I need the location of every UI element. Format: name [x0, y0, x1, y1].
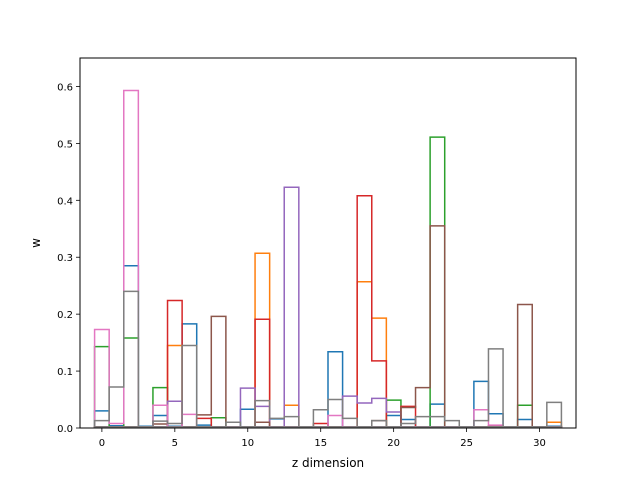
x-tick-label: 25 [460, 438, 473, 449]
y-tick-label: 0.4 [57, 196, 73, 207]
x-tick-layer: 0 5 10 15 20 25 30 [99, 428, 546, 449]
series-0-step-line [93, 265, 563, 428]
x-axis-label: z dimension [292, 456, 364, 470]
x-tick-label: 5 [172, 438, 178, 449]
series-layer [93, 89, 563, 428]
y-tick-label: 0.1 [57, 367, 73, 378]
y-tick-label: 0.6 [57, 82, 73, 93]
y-tick-label: 0.0 [57, 424, 73, 435]
y-tick-label: 0.5 [57, 139, 73, 150]
x-tick-label: 15 [314, 438, 327, 449]
axes-frame [79, 57, 577, 429]
x-tick-label: 0 [99, 438, 105, 449]
x-tick-label: 30 [533, 438, 546, 449]
series-7-step-line [93, 290, 563, 428]
x-tick-label: 20 [387, 438, 400, 449]
y-tick-label: 0.3 [57, 253, 73, 264]
y-tick-layer: 0.0 0.1 0.2 0.3 0.4 0.5 0.6 [57, 82, 80, 435]
x-tick-label: 10 [241, 438, 254, 449]
y-axis-label: w [29, 238, 43, 248]
series-8-step-line [93, 426, 563, 428]
y-tick-label: 0.2 [57, 310, 73, 321]
